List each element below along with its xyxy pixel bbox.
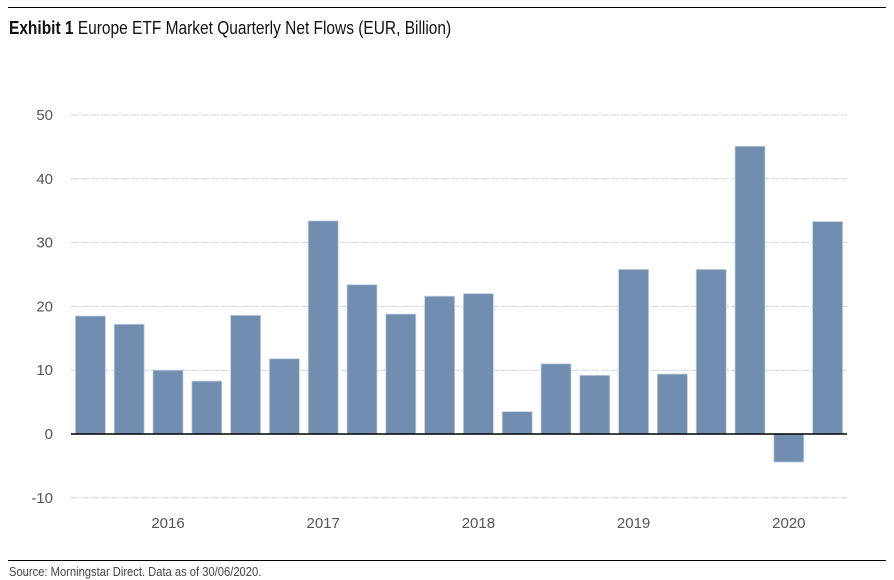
y-axis-ticks: 50 40 30 20 10 0 -10 <box>31 107 53 507</box>
bar <box>501 411 533 435</box>
bar <box>75 315 106 435</box>
bar <box>618 268 649 435</box>
x-axis-ticks: 2016 2017 2018 2019 2020 <box>151 515 805 532</box>
exhibit-label: Exhibit 1 <box>9 18 74 38</box>
bar <box>540 363 572 435</box>
bars <box>75 145 843 463</box>
bar <box>230 314 262 435</box>
top-rule <box>8 7 886 8</box>
y-tick-label: 30 <box>36 235 53 252</box>
y-tick-label: -10 <box>31 490 53 507</box>
bar <box>268 358 300 435</box>
bar <box>307 220 339 435</box>
y-tick-label: 0 <box>45 426 53 443</box>
chart-title: Exhibit 1 Europe ETF Market Quarterly Ne… <box>9 18 451 39</box>
bar <box>773 433 805 463</box>
bar <box>424 295 456 435</box>
bar <box>191 380 223 435</box>
chart-title-text: Europe ETF Market Quarterly Net Flows (E… <box>77 18 452 38</box>
y-tick-label: 20 <box>36 298 53 315</box>
x-tick-label: 2019 <box>617 515 650 532</box>
gridlines <box>71 114 847 499</box>
bar <box>462 293 494 435</box>
bar <box>346 284 378 435</box>
x-tick-label: 2020 <box>772 515 805 532</box>
source-note: Source: Morningstar Direct. Data as of 3… <box>9 564 262 579</box>
x-tick-label: 2017 <box>307 515 340 532</box>
bar <box>113 323 145 435</box>
bar <box>734 145 766 435</box>
x-tick-label: 2018 <box>462 515 495 532</box>
x-tick-label: 2016 <box>151 515 184 532</box>
bar <box>152 369 184 435</box>
bar <box>579 374 611 435</box>
y-tick-label: 10 <box>36 362 53 379</box>
bottom-rule <box>8 560 886 561</box>
bar <box>812 221 843 435</box>
bar <box>657 373 688 435</box>
bar <box>695 268 727 435</box>
bar <box>385 313 417 435</box>
y-tick-label: 40 <box>36 171 53 188</box>
y-tick-label: 50 <box>36 107 53 124</box>
